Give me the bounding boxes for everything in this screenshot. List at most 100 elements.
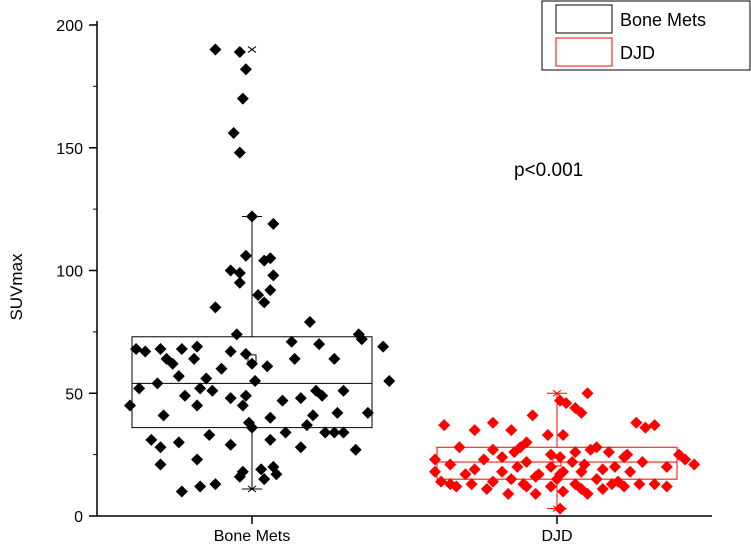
data-point [502, 487, 515, 500]
cross-stroke [247, 46, 257, 53]
data-point [618, 480, 631, 493]
data-point [130, 343, 143, 356]
y-tick-label: 150 [56, 141, 83, 158]
data-point [575, 406, 588, 419]
data-point [316, 389, 329, 402]
data-point [477, 453, 490, 466]
x-tick-label: Bone Mets [214, 528, 290, 545]
y-axis: 0 50 100 150 200 [56, 18, 98, 526]
data-point [566, 455, 579, 468]
data-point [468, 463, 481, 476]
y-tick-label: 50 [65, 386, 83, 403]
data-point [276, 394, 289, 407]
legend: Bone Mets DJD [541, 0, 751, 71]
data-point [584, 443, 597, 456]
data-point [361, 406, 374, 419]
data-point [175, 485, 188, 498]
data-point [215, 362, 228, 375]
data-point [258, 296, 271, 309]
data-point [337, 384, 350, 397]
data-point [172, 436, 185, 449]
data-point [224, 345, 237, 358]
data-point [246, 357, 258, 370]
box-djd [436, 389, 678, 513]
data-point [166, 357, 179, 370]
data-point [554, 502, 567, 515]
data-point [486, 475, 499, 488]
data-point [319, 426, 332, 439]
data-point [328, 352, 341, 365]
data-point [541, 428, 554, 441]
data-point [139, 345, 152, 358]
data-point [496, 465, 509, 478]
data-point [175, 343, 188, 356]
data-point [429, 465, 441, 478]
legend-label-bone-mets: Bone Mets [620, 10, 706, 30]
data-point [194, 382, 207, 395]
data-point [233, 266, 246, 279]
data-points [124, 43, 701, 515]
data-point [560, 397, 573, 410]
data-point [596, 463, 609, 476]
data-point [233, 46, 246, 59]
data-point [429, 453, 441, 466]
data-point [206, 384, 219, 397]
data-point [660, 460, 673, 473]
data-point [688, 458, 701, 471]
data-point [459, 468, 472, 481]
legend-label-djd: DJD [620, 43, 655, 63]
data-point [239, 347, 252, 360]
data-point [300, 419, 313, 432]
data-point [450, 480, 463, 493]
data-point [294, 441, 307, 454]
data-point [303, 316, 316, 329]
data-point [544, 460, 557, 473]
data-point [151, 377, 164, 390]
y-axis-label: SUVmax [7, 253, 26, 321]
data-point [529, 487, 542, 500]
data-point [230, 328, 243, 341]
data-point [227, 127, 240, 140]
data-point [236, 92, 249, 105]
data-point [639, 421, 652, 434]
data-point [608, 460, 621, 473]
data-point [575, 465, 588, 478]
legend-swatch-bone-mets [555, 4, 613, 34]
data-point [377, 340, 390, 353]
data-point [239, 389, 252, 402]
data-point [526, 409, 539, 422]
data-point [331, 406, 344, 419]
p-value-annotation: p<0.001 [514, 160, 583, 181]
data-point [224, 264, 237, 277]
data-point [581, 487, 594, 500]
cross-stroke [552, 389, 562, 397]
data-point [267, 217, 280, 230]
data-point [252, 289, 265, 302]
data-point [486, 443, 499, 456]
data-point [453, 441, 466, 454]
data-point [191, 399, 204, 412]
data-point [258, 473, 271, 486]
cross-stroke [247, 485, 257, 493]
data-point [279, 426, 292, 439]
data-point [624, 465, 637, 478]
data-point [468, 424, 481, 437]
data-point [288, 352, 301, 365]
data-point [355, 333, 368, 346]
data-point [246, 210, 258, 223]
data-point [154, 441, 167, 454]
data-point [520, 455, 533, 468]
data-point [349, 443, 362, 456]
data-point [511, 460, 524, 473]
min-marker [247, 485, 257, 493]
data-point [313, 338, 326, 351]
y-tick-label: 200 [56, 18, 83, 35]
data-point [246, 421, 258, 434]
data-point [258, 254, 271, 267]
data-point [630, 416, 643, 429]
data-point [590, 473, 603, 486]
data-point [435, 475, 448, 488]
data-point [480, 482, 493, 495]
data-point [236, 399, 249, 412]
data-point [438, 419, 451, 432]
